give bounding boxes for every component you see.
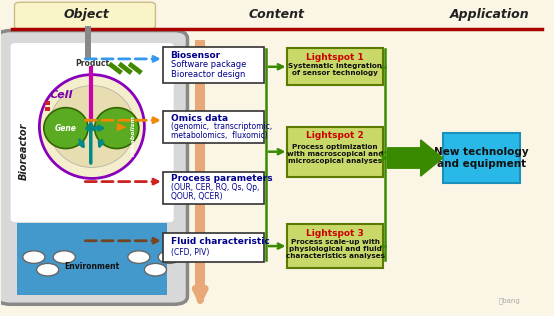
Text: QOUR, QCER): QOUR, QCER) [171,191,222,200]
Bar [195,40,205,295]
FancyBboxPatch shape [163,233,264,262]
Text: Metabolism: Metabolism [131,115,136,156]
Text: Product: Product [75,59,109,68]
FancyBboxPatch shape [14,2,156,29]
FancyBboxPatch shape [11,43,173,222]
Text: Biosensor: Biosensor [171,51,220,60]
FancyBboxPatch shape [443,133,520,183]
Text: Lightspot 2: Lightspot 2 [306,131,364,141]
Text: Lightspot 1: Lightspot 1 [306,53,364,62]
Circle shape [37,264,59,276]
Text: (genomic,  transcriptomic,: (genomic, transcriptomic, [171,122,272,131]
FancyBboxPatch shape [163,111,264,143]
Circle shape [23,251,45,264]
Text: Process optimization
with macroscopical and
microscopical analyses: Process optimization with macroscopical … [287,144,383,164]
Ellipse shape [95,108,139,149]
Ellipse shape [44,108,88,149]
Bar [45,107,50,111]
Text: 哔bang: 哔bang [498,298,520,304]
Text: (CFD, PIV): (CFD, PIV) [171,248,209,257]
FancyBboxPatch shape [0,31,187,304]
Text: Process scale-up with
physiological and fluid
characteristics analyses: Process scale-up with physiological and … [285,239,384,258]
Text: Bioreactor design: Bioreactor design [171,70,245,79]
Circle shape [158,251,180,264]
FancyBboxPatch shape [287,48,383,85]
Circle shape [53,251,75,264]
Bar [17,222,167,295]
Circle shape [128,251,150,264]
Text: Process parameters: Process parameters [171,174,272,183]
Bar [45,101,50,105]
Bar [85,26,91,60]
Text: Gene: Gene [55,124,77,133]
Text: (OUR, CER, RQ, Qs, Qp,: (OUR, CER, RQ, Qs, Qp, [171,183,259,192]
Circle shape [145,264,167,276]
FancyBboxPatch shape [163,47,264,83]
Text: Bioreactor: Bioreactor [19,123,29,180]
Ellipse shape [39,75,145,179]
Polygon shape [117,123,127,131]
Ellipse shape [49,86,135,167]
Text: Content: Content [249,8,305,21]
FancyBboxPatch shape [163,172,264,204]
Text: Cell: Cell [50,90,73,100]
FancyBboxPatch shape [287,127,383,177]
Text: Systematic integration
of sensor technology: Systematic integration of sensor technol… [288,63,382,76]
Text: New technology
and equipment: New technology and equipment [434,147,529,169]
Text: Fluid characteristic: Fluid characteristic [171,237,269,246]
Text: Object: Object [64,8,109,21]
Text: Software package: Software package [171,60,246,69]
Text: metabolomics,  fluxomic): metabolomics, fluxomic) [171,131,267,140]
FancyBboxPatch shape [287,224,383,268]
Text: Lightspot 3: Lightspot 3 [306,229,364,238]
Polygon shape [387,140,443,176]
Text: Environment: Environment [64,262,120,271]
Text: Application: Application [450,8,530,21]
Text: Omics data: Omics data [171,114,228,123]
